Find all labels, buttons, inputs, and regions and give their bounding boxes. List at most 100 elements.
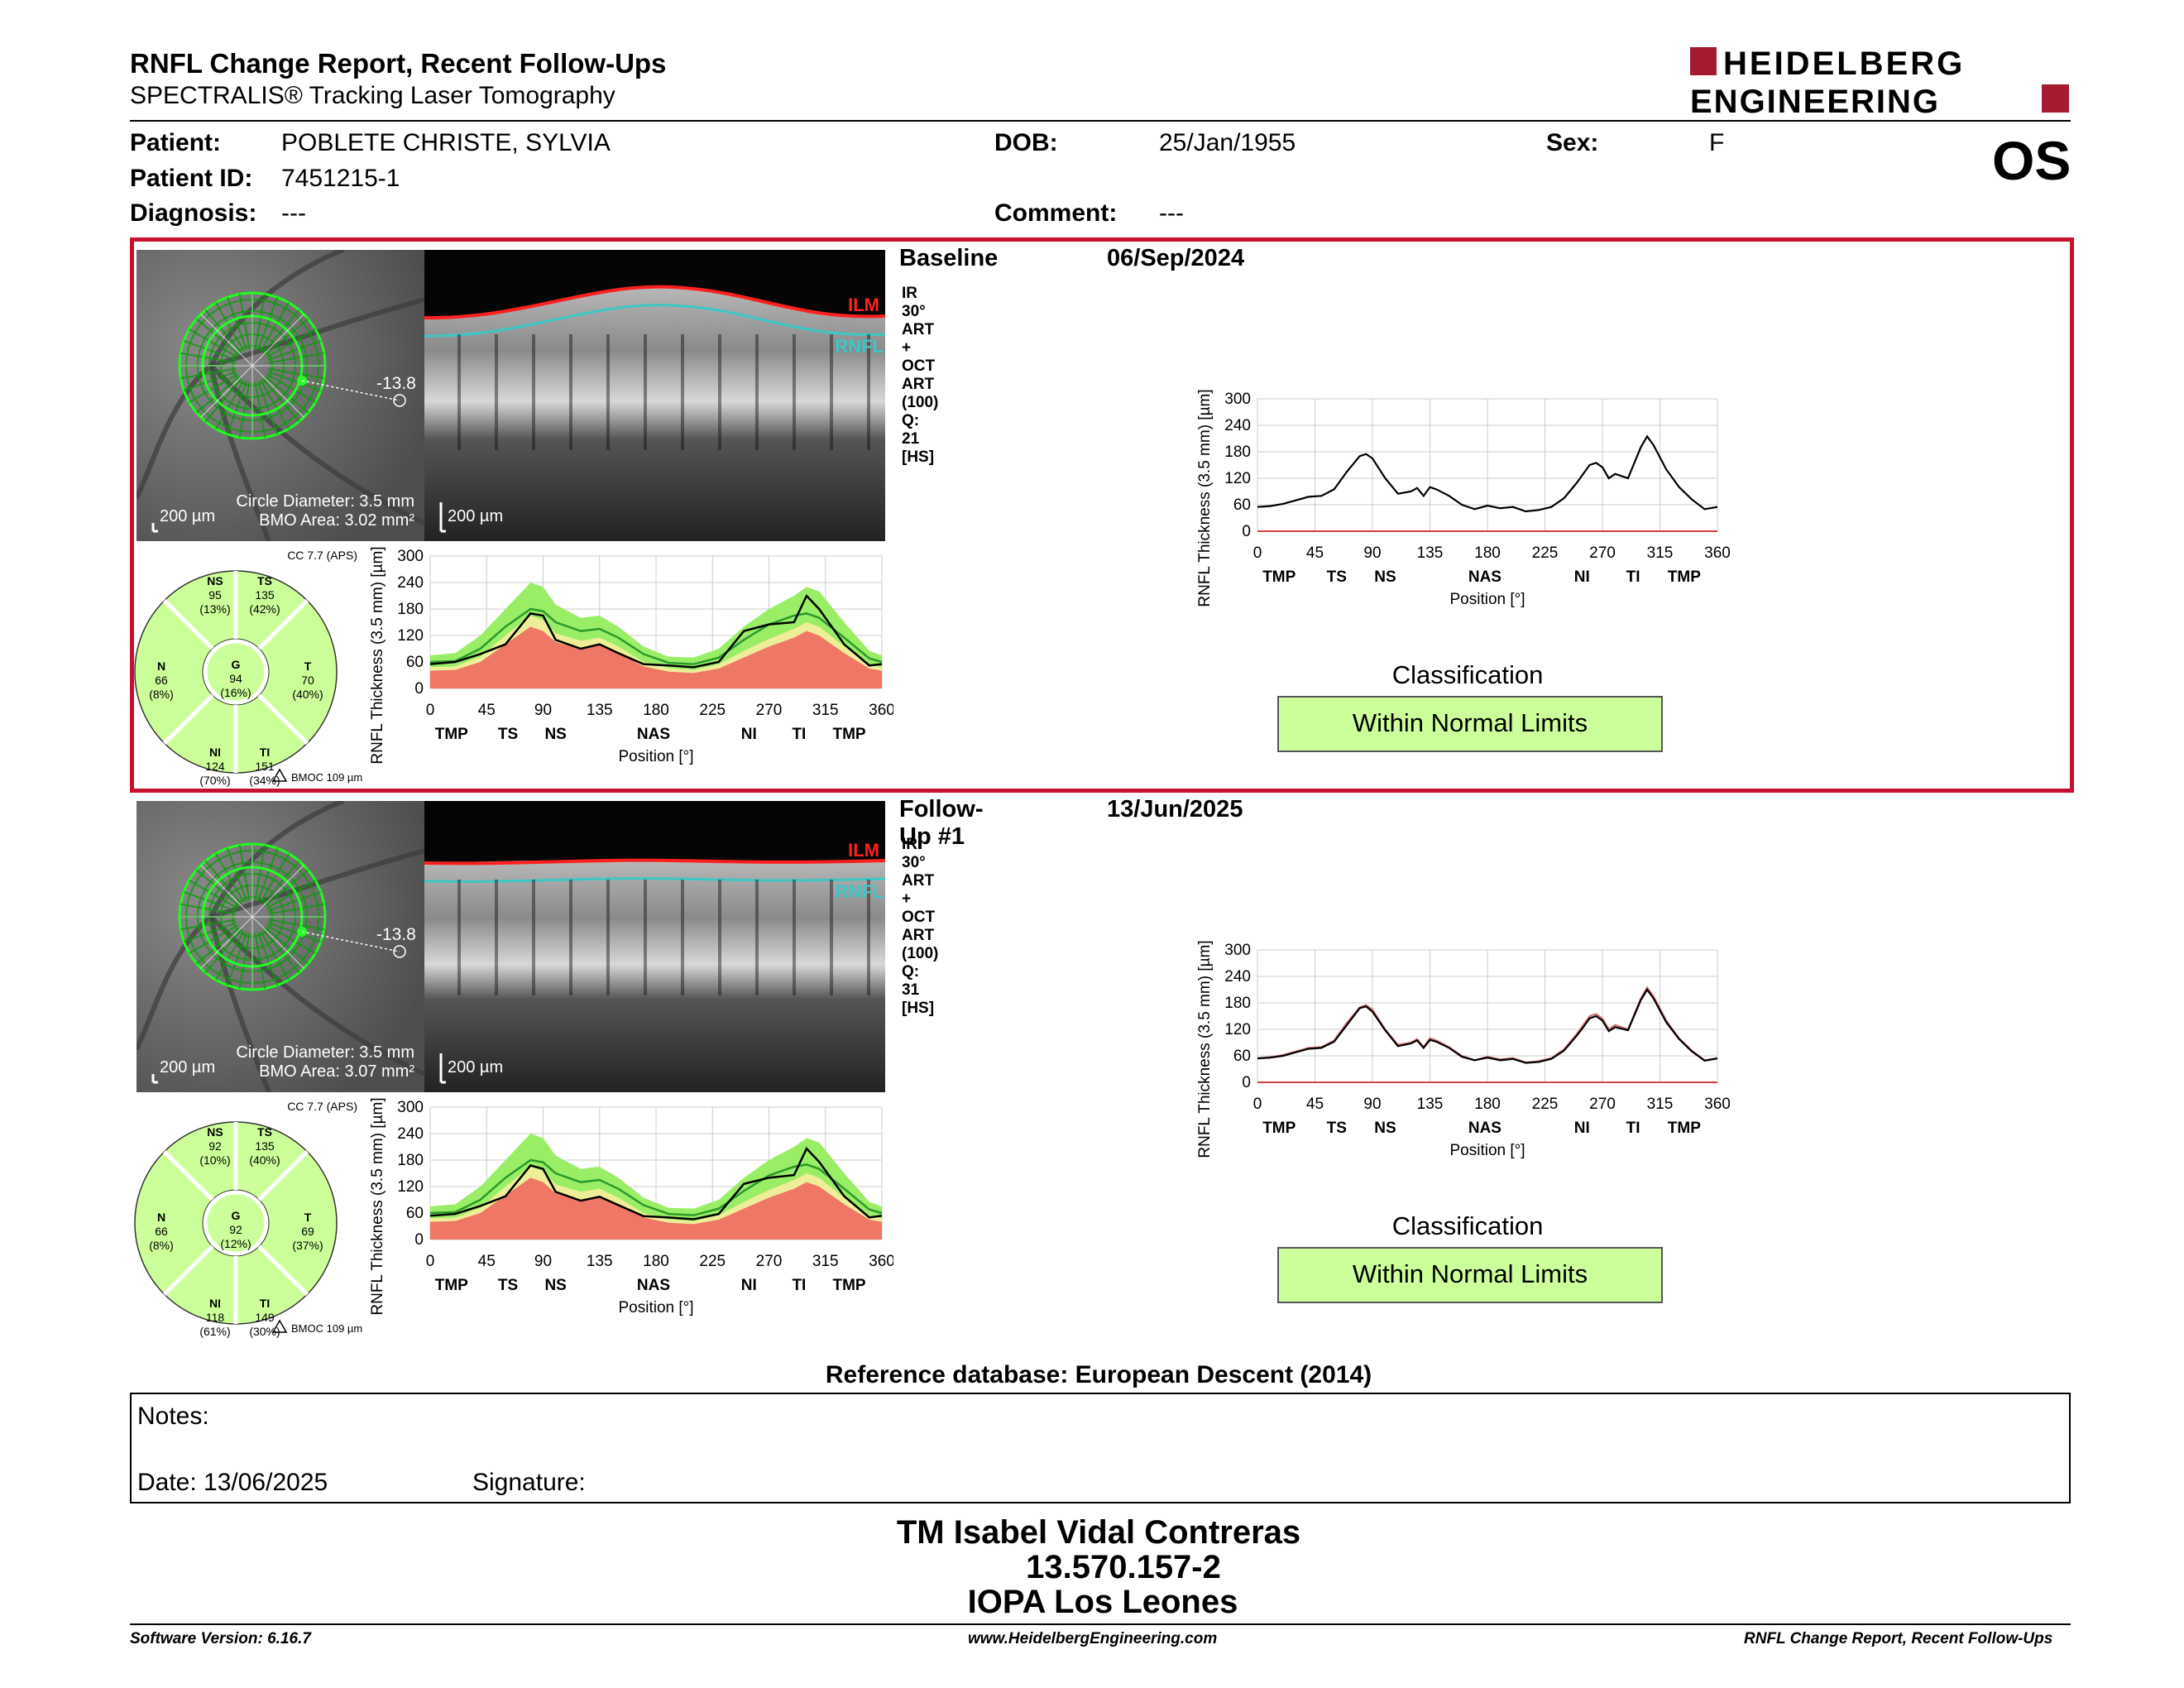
sector-g-name: G xyxy=(232,658,241,671)
sector-n-name: N xyxy=(157,1211,165,1224)
y-tick-label: 180 xyxy=(397,1152,424,1169)
website-link[interactable]: www.HeidelbergEngineering.com xyxy=(968,1630,1218,1647)
dob-value: 25/Jan/1955 xyxy=(1159,129,1296,156)
x-tick-label: 90 xyxy=(534,1253,552,1270)
fundus-scale: 200 µm xyxy=(160,507,215,525)
circle-diameter: Circle Diameter: 3.5 mm xyxy=(236,492,414,511)
sector-ns-pct: (13%) xyxy=(199,602,230,616)
y-tick-label: 180 xyxy=(1224,444,1251,461)
patient-id-value: 7451215-1 xyxy=(281,165,400,192)
footer-report-name: RNFL Change Report, Recent Follow-Ups xyxy=(1744,1630,2053,1647)
sector-ts-value: 135 xyxy=(255,1139,275,1153)
sector-ti-value: 151 xyxy=(255,760,275,773)
sector-g-pct: (16%) xyxy=(220,686,251,699)
sector-n-value: 66 xyxy=(155,1225,168,1238)
exam-date: 06/Sep/2024 xyxy=(1107,245,1245,271)
sector-axis-label: TMP xyxy=(1668,568,1701,586)
sector-ts-name: TS xyxy=(257,1125,272,1139)
sector-axis-label: NS xyxy=(1374,1120,1396,1137)
fundus-image: -13.8 200 µm Circle Diameter: 3.5 mm BMO Ar… xyxy=(136,250,424,541)
x-tick-label: 90 xyxy=(1363,544,1381,562)
classification-title: Classification xyxy=(1391,660,1544,689)
outside-normal-band xyxy=(430,1177,882,1240)
sector-t-pct: (40%) xyxy=(292,688,323,701)
y-tick-label: 0 xyxy=(1242,1074,1251,1091)
y-tick-label: 180 xyxy=(397,601,424,618)
sector-axis-label: NS xyxy=(544,1277,566,1294)
y-tick-label: 0 xyxy=(414,1231,424,1249)
software-version: Software Version: 6.16.7 xyxy=(130,1630,311,1647)
sector-ts-name: TS xyxy=(257,574,272,587)
y-tick-label: 120 xyxy=(1224,1021,1251,1038)
fundus-scale: 200 µm xyxy=(160,1058,215,1077)
x-tick-label: 225 xyxy=(699,702,726,719)
y-axis-label: RNFL Thickness (3.5 mm) [µm] xyxy=(369,546,386,764)
sector-g-value: 92 xyxy=(229,1223,242,1236)
rnfl-label: RNFL xyxy=(835,336,884,357)
x-tick-label: 45 xyxy=(1306,1096,1324,1113)
sector-ts-value: 135 xyxy=(255,588,275,602)
y-tick-label: 300 xyxy=(1224,942,1251,959)
x-tick-label: 270 xyxy=(1589,1096,1616,1113)
sector-t-value: 69 xyxy=(301,1225,314,1238)
sector-ti-pct: (34%) xyxy=(249,774,280,787)
sector-ni-name: NI xyxy=(209,1297,221,1310)
classification-result: Within Normal Limits xyxy=(1277,1247,1663,1303)
sector-axis-label: TMP xyxy=(833,726,866,743)
cc-label: CC 7.7 (APS) xyxy=(287,549,357,562)
patient-id-label: Patient ID: xyxy=(130,165,253,192)
sex-value: F xyxy=(1709,129,1725,156)
exam-description: IR 30° ART + OCT ART (100) Q: 31 [HS] xyxy=(902,836,939,1017)
sector-axis-label: TMP xyxy=(833,1277,866,1294)
x-tick-label: 360 xyxy=(869,702,893,719)
sector-ns-pct: (10%) xyxy=(199,1153,230,1167)
report-subtitle: SPECTRALIS® Tracking Laser Tomography xyxy=(130,82,615,109)
y-tick-label: 300 xyxy=(397,548,424,565)
notes-box[interactable]: Notes: Date: 13/06/2025 Signature: xyxy=(130,1393,2071,1503)
sector-axis-label: NS xyxy=(1374,568,1396,586)
normative-mean-line xyxy=(429,1158,883,1216)
comment-value: --- xyxy=(1159,199,1184,227)
rnfl-thickness-chart: 0 45 90 135 180 225 270 315 360 0 60 120 180 240 300 TM… xyxy=(1196,940,1731,1159)
diagnosis-value: --- xyxy=(281,199,306,227)
sector-axis-label: TMP xyxy=(1262,1120,1296,1137)
sector-axis-label: NI xyxy=(741,726,757,743)
rnfl-series-line xyxy=(1257,988,1718,1064)
exam-description: IR 30° ART + OCT ART (100) Q: 21 [HS] xyxy=(902,285,939,466)
outside-normal-band xyxy=(430,626,882,688)
fovea-angle: -13.8 xyxy=(376,374,416,393)
sector-n-value: 66 xyxy=(155,674,168,687)
sector-ns-name: NS xyxy=(207,1125,223,1139)
x-tick-label: 180 xyxy=(643,1253,669,1270)
bmoc-label: BMOC 109 µm xyxy=(291,771,362,784)
dob-label: DOB: xyxy=(994,129,1058,156)
sector-ti-value: 149 xyxy=(255,1311,275,1324)
sector-axis-label: TS xyxy=(498,726,518,743)
y-tick-label: 60 xyxy=(1233,1048,1251,1065)
rnfl-series-line xyxy=(429,593,883,669)
svg-text:ENGINEERING: ENGINEERING xyxy=(1690,84,1940,117)
sector-axis-label: TMP xyxy=(435,726,468,743)
x-tick-label: 180 xyxy=(643,702,669,719)
sector-axis-label: NAS xyxy=(1468,568,1502,586)
sector-ts-pct: (42%) xyxy=(249,602,280,616)
x-tick-label: 270 xyxy=(756,702,783,719)
y-tick-label: 240 xyxy=(397,574,424,592)
x-tick-label: 360 xyxy=(1704,544,1731,562)
report-title: RNFL Change Report, Recent Follow-Ups xyxy=(130,48,667,79)
x-tick-label: 315 xyxy=(812,702,839,719)
x-tick-label: 0 xyxy=(426,1253,435,1270)
sector-axis-label: TI xyxy=(792,726,806,743)
x-tick-label: 180 xyxy=(1474,1096,1501,1113)
bmo-area: BMO Area: 3.02 mm² xyxy=(259,511,414,530)
sector-axis-label: TS xyxy=(498,1277,518,1294)
sector-axis-label: NAS xyxy=(637,1277,670,1294)
signatory-name: TM Isabel Vidal Contreras xyxy=(896,1514,1301,1551)
oct-bscan: ILM RNFL 200 µm xyxy=(424,250,885,541)
eye-indicator: OS xyxy=(1992,130,2071,191)
sector-axis-label: TI xyxy=(1626,1120,1640,1137)
x-tick-label: 225 xyxy=(1532,1096,1559,1113)
sector-ni-value: 118 xyxy=(206,1311,225,1324)
sector-g-value: 94 xyxy=(229,672,242,685)
x-axis-label: Position [°] xyxy=(1449,1142,1525,1159)
